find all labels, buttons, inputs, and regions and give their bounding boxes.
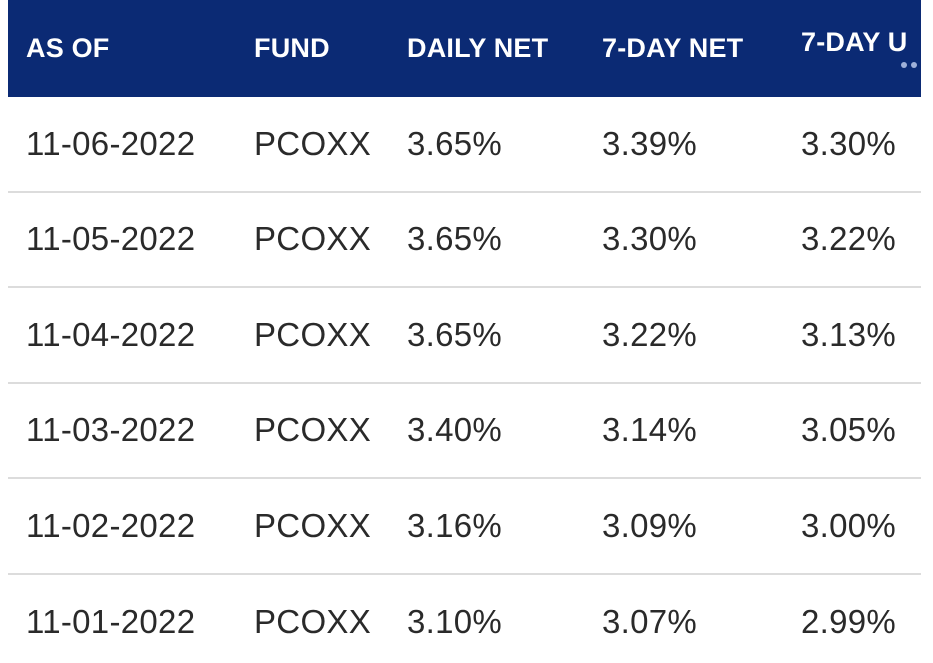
cell-daily-net: 3.40% (407, 411, 503, 449)
cell-daily-net: 3.16% (407, 506, 503, 544)
table-row: 11-01-2022 PCOXX 3.10% 3.07% 2.99% (8, 575, 921, 663)
cell-as-of: 11-01-2022 (26, 603, 196, 641)
column-header-7-day-net[interactable]: 7-DAY NET (602, 33, 744, 63)
yield-table: AS OF FUND DAILY NET 7-DAY NET 7-DAY U 1… (8, 0, 921, 663)
cell-7-day-net: 3.30% (602, 220, 698, 258)
table-row: 11-05-2022 PCOXX 3.65% 3.30% 3.22% (8, 193, 921, 288)
cell-7-day-unsubsidized: 3.22% (801, 220, 897, 258)
table-row: 11-06-2022 PCOXX 3.65% 3.39% 3.30% (8, 97, 921, 193)
cell-fund: PCOXX (254, 315, 372, 353)
column-header-as-of[interactable]: AS OF (26, 33, 110, 63)
cell-as-of: 11-04-2022 (26, 315, 196, 353)
cell-as-of: 11-05-2022 (26, 220, 196, 258)
cell-7-day-unsubsidized: 3.00% (801, 506, 897, 544)
horizontal-scroll-indicator[interactable] (901, 62, 917, 68)
cell-7-day-unsubsidized: 2.99% (801, 603, 897, 641)
column-header-7-day-unsubsidized[interactable]: 7-DAY U (801, 27, 908, 57)
table-header: AS OF FUND DAILY NET 7-DAY NET 7-DAY U (8, 0, 921, 97)
cell-fund: PCOXX (254, 603, 372, 641)
column-header-fund[interactable]: FUND (254, 33, 330, 63)
table-row: 11-02-2022 PCOXX 3.16% 3.09% 3.00% (8, 479, 921, 575)
cell-7-day-net: 3.07% (602, 603, 698, 641)
cell-as-of: 11-06-2022 (26, 124, 196, 162)
column-header-daily-net[interactable]: DAILY NET (407, 33, 549, 63)
cell-fund: PCOXX (254, 124, 372, 162)
cell-7-day-net: 3.14% (602, 411, 698, 449)
cell-7-day-net: 3.39% (602, 124, 698, 162)
cell-daily-net: 3.65% (407, 124, 503, 162)
cell-fund: PCOXX (254, 411, 372, 449)
right-margin (921, 0, 933, 663)
cell-as-of: 11-03-2022 (26, 411, 196, 449)
cell-7-day-unsubsidized: 3.30% (801, 124, 897, 162)
cell-daily-net: 3.65% (407, 220, 503, 258)
cell-7-day-net: 3.22% (602, 315, 698, 353)
cell-daily-net: 3.10% (407, 603, 503, 641)
cell-as-of: 11-02-2022 (26, 506, 196, 544)
cell-fund: PCOXX (254, 506, 372, 544)
cell-7-day-unsubsidized: 3.05% (801, 411, 897, 449)
scroll-dot (901, 62, 907, 68)
cell-7-day-net: 3.09% (602, 506, 698, 544)
table-row: 11-03-2022 PCOXX 3.40% 3.14% 3.05% (8, 384, 921, 479)
cell-daily-net: 3.65% (407, 315, 503, 353)
cell-fund: PCOXX (254, 220, 372, 258)
scroll-dot (911, 62, 917, 68)
table-row: 11-04-2022 PCOXX 3.65% 3.22% 3.13% (8, 288, 921, 384)
cell-7-day-unsubsidized: 3.13% (801, 315, 897, 353)
